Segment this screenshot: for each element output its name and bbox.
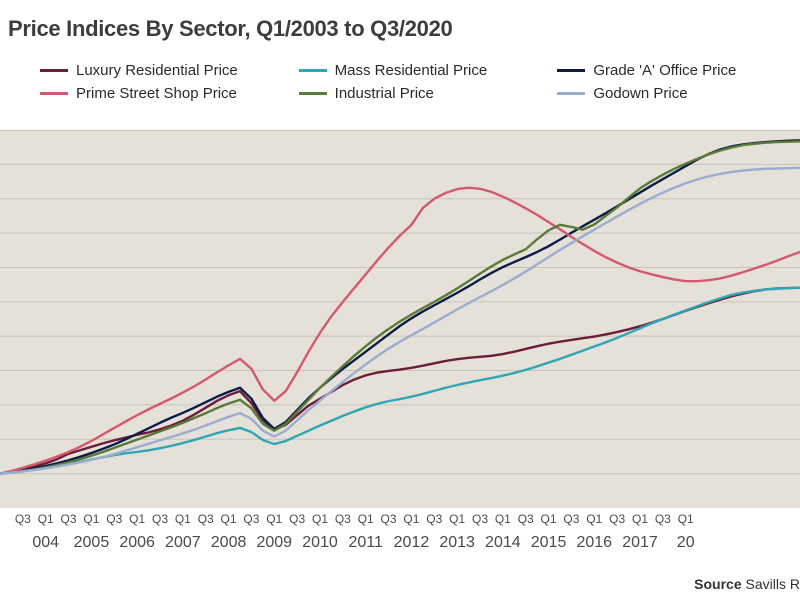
x-tick-quarter: Q1	[266, 512, 282, 526]
x-tick-quarter: Q1	[83, 512, 99, 526]
x-tick-quarter: Q3	[518, 512, 534, 526]
legend-item: Godown Price	[557, 85, 800, 102]
legend-item: Industrial Price	[299, 85, 542, 102]
x-tick-quarter: Q3	[15, 512, 31, 526]
legend-label: Luxury Residential Price	[76, 62, 238, 79]
x-tick-year: 2014	[485, 534, 521, 552]
chart-title: Price Indices By Sector, Q1/2003 to Q3/2…	[8, 16, 452, 42]
x-tick-quarter: Q3	[152, 512, 168, 526]
legend-item: Mass Residential Price	[299, 62, 542, 79]
x-axis-labels: Q3 Q1 Q3 Q1 Q3 Q1 Q3 Q1 Q3 Q1 Q3 Q1 Q3 Q1 Q3 Q1 Q3 Q1 Q3 Q1…	[0, 512, 800, 558]
source-attribution: Source Savills R	[694, 576, 800, 592]
x-tick-year: 2016	[576, 534, 612, 552]
x-tick-quarter: Q1	[678, 512, 694, 526]
x-tick-quarter: Q3	[563, 512, 579, 526]
x-tick-quarter: Q3	[609, 512, 625, 526]
legend-item: Prime Street Shop Price	[40, 85, 283, 102]
x-tick-quarter: Q3	[106, 512, 122, 526]
legend-swatch	[40, 92, 68, 95]
legend-swatch	[40, 69, 68, 72]
x-tick-quarter: Q3	[289, 512, 305, 526]
x-tick-quarter: Q3	[61, 512, 77, 526]
x-tick-year: 2006	[119, 534, 155, 552]
series-line	[0, 188, 800, 474]
x-tick-year: 2013	[439, 534, 475, 552]
legend-item: Luxury Residential Price	[40, 62, 283, 79]
x-tick-quarter: Q3	[472, 512, 488, 526]
plot-area	[0, 130, 800, 508]
x-tick-quarter: Q3	[381, 512, 397, 526]
x-tick-quarter: Q1	[541, 512, 557, 526]
x-tick-quarter: Q1	[358, 512, 374, 526]
legend-label: Grade 'A' Office Price	[593, 62, 736, 79]
x-tick-year: 004	[32, 534, 59, 552]
legend-swatch	[299, 69, 327, 72]
x-tick-quarter: Q1	[449, 512, 465, 526]
x-tick-year: 20	[677, 534, 695, 552]
legend: Luxury Residential Price Mass Residential…	[40, 62, 800, 102]
x-tick-year: 2007	[165, 534, 201, 552]
x-tick-quarter: Q1	[495, 512, 511, 526]
x-tick-quarter: Q1	[129, 512, 145, 526]
x-tick-year: 2011	[349, 534, 383, 552]
x-tick-quarter: Q3	[198, 512, 214, 526]
legend-swatch	[299, 92, 327, 95]
x-tick-year: 2009	[256, 534, 292, 552]
legend-label: Mass Residential Price	[335, 62, 488, 79]
x-tick-quarter: Q1	[632, 512, 648, 526]
x-tick-quarter: Q1	[312, 512, 328, 526]
x-tick-year: 2015	[531, 534, 567, 552]
x-tick-year: 2017	[622, 534, 658, 552]
legend-label: Godown Price	[593, 85, 687, 102]
x-tick-year: 2008	[211, 534, 247, 552]
x-tick-quarter: Q1	[221, 512, 237, 526]
legend-label: Prime Street Shop Price	[76, 85, 237, 102]
legend-item: Grade 'A' Office Price	[557, 62, 800, 79]
x-tick-quarter: Q1	[38, 512, 54, 526]
legend-swatch	[557, 69, 585, 72]
legend-swatch	[557, 92, 585, 95]
x-tick-year: 2012	[394, 534, 430, 552]
x-tick-year: 2010	[302, 534, 338, 552]
x-tick-quarter: Q1	[403, 512, 419, 526]
x-tick-quarter: Q3	[335, 512, 351, 526]
x-tick-quarter: Q3	[655, 512, 671, 526]
x-tick-year: 2005	[74, 534, 110, 552]
x-tick-quarter: Q1	[175, 512, 191, 526]
chart-svg	[0, 130, 800, 508]
x-tick-quarter: Q3	[426, 512, 442, 526]
legend-label: Industrial Price	[335, 85, 434, 102]
x-tick-quarter: Q3	[243, 512, 259, 526]
x-tick-quarter: Q1	[586, 512, 602, 526]
